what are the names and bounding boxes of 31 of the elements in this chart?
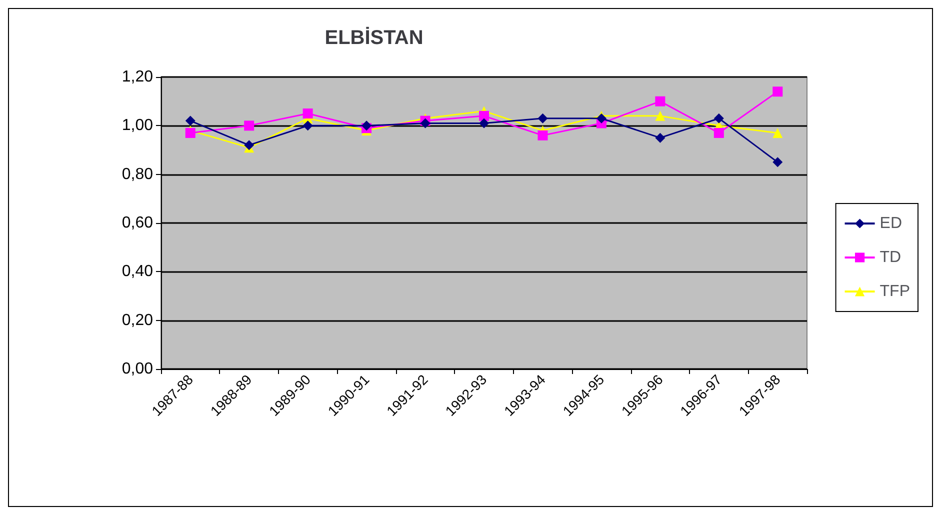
point [244, 140, 254, 150]
point [655, 132, 666, 143]
legend-label: ED [880, 215, 902, 232]
y-tick-label: 0,80 [122, 166, 154, 183]
point [538, 113, 548, 124]
point [655, 96, 666, 106]
point [302, 120, 313, 131]
y-tick-label: 1,20 [122, 68, 154, 86]
point [244, 120, 254, 131]
y-tick-label: 0,00 [122, 360, 154, 378]
y-tick-label: 0,20 [122, 312, 154, 329]
legend-label: TD [880, 249, 902, 266]
point [714, 128, 724, 138]
point [302, 108, 313, 118]
y-tick-label: 0,40 [122, 263, 154, 280]
point [714, 113, 724, 124]
legend-label: TFP [880, 283, 910, 300]
point [538, 130, 548, 140]
point [596, 113, 606, 124]
point [479, 118, 489, 128]
point [772, 157, 783, 168]
chart-title: ELBİSTAN [324, 26, 424, 49]
point [362, 120, 372, 131]
point [479, 110, 489, 121]
point [772, 86, 783, 97]
point [772, 128, 783, 138]
y-tick-label: 0,60 [122, 214, 154, 232]
point [185, 116, 196, 126]
point [420, 118, 430, 128]
point [655, 110, 666, 121]
y-tick-label: 1,00 [122, 117, 154, 134]
